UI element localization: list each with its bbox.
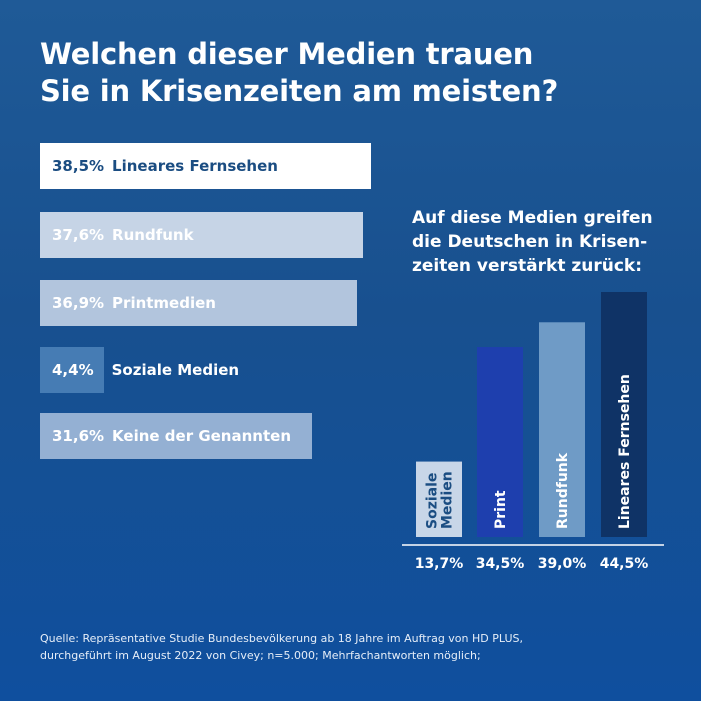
vbar-category-label: Medien: [440, 471, 456, 529]
vbar-lineares-fernsehen: [601, 292, 647, 537]
vbar-value-label: 39,0%: [538, 556, 587, 572]
vbar-rundfunk: [539, 322, 585, 537]
vbar-category-label: Soziale: [425, 473, 441, 529]
hbar-category-label: Printmedien: [112, 294, 216, 312]
vbar-value-label: 34,5%: [476, 556, 525, 572]
vbar-category-label: Rundfunk: [555, 452, 571, 529]
hbar-category-label: Keine der Genannten: [112, 427, 291, 445]
vbar-value-label: 44,5%: [600, 556, 649, 572]
vbar-category-label: Lineares Fernsehen: [617, 374, 633, 529]
hbar-category-label: Lineares Fernsehen: [112, 157, 278, 175]
hbar-value-label: 38,5%: [52, 157, 105, 175]
page-title: Welchen dieser Medien trauen Sie in Kris…: [40, 36, 558, 110]
hbar-category-label: Soziale Medien: [111, 361, 240, 379]
source-line-1: Quelle: Repräsentative Studie Bundesbevö…: [40, 632, 523, 645]
hbar-soziale-medien: 4,4% Soziale Medien: [40, 347, 239, 393]
hbar-value-label: 4,4%: [52, 361, 94, 379]
vbar-value-label: 13,7%: [415, 556, 464, 572]
vertical-chart-title-line-2: die Deutschen in Krisen-: [412, 232, 648, 252]
hbar-category-label: Rundfunk: [112, 226, 194, 244]
vbar-print: [477, 347, 523, 537]
hbar-keine-der-genannten: 31,6% Keine der Genannten: [40, 413, 312, 459]
source-note: Quelle: Repräsentative Studie Bundesbevö…: [40, 630, 523, 664]
hbar-value-label: 37,6%: [52, 226, 105, 244]
hbar-lineares-fernsehen: 38,5% Lineares Fernsehen: [40, 143, 371, 189]
vbar-soziale-medien: [416, 461, 462, 537]
hbar-rundfunk: 37,6% Rundfunk: [40, 212, 364, 258]
hbar-value-label: 31,6%: [52, 427, 105, 445]
vertical-chart-title-line-1: Auf diese Medien greifen: [412, 208, 653, 228]
vertical-chart-title: Auf diese Medien greifen die Deutschen i…: [412, 206, 653, 278]
title-line-2: Sie in Krisenzeiten am meisten?: [40, 74, 559, 108]
hbar-value-label: 36,9%: [52, 294, 105, 312]
vertical-chart-title-line-3: zeiten verstärkt zurück:: [412, 256, 643, 276]
vbar-category-label: Print: [493, 490, 509, 529]
hbar-printmedien: 36,9% Printmedien: [40, 280, 358, 326]
source-line-2: durchgeführt im August 2022 von Civey; n…: [40, 649, 481, 662]
title-line-1: Welchen dieser Medien trauen: [40, 37, 534, 71]
